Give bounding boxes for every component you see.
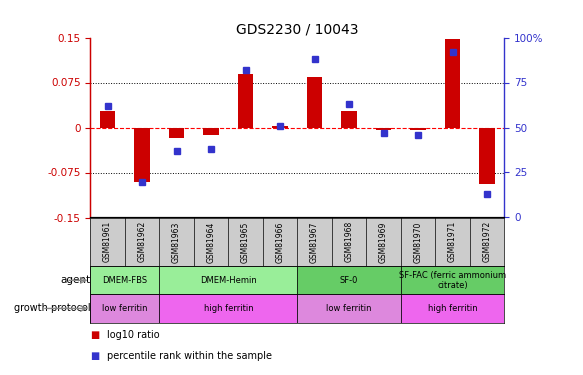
- Text: low ferritin: low ferritin: [102, 304, 147, 313]
- Text: GSM81967: GSM81967: [310, 221, 319, 262]
- Text: GSM81966: GSM81966: [276, 221, 285, 262]
- Bar: [238, 74, 254, 128]
- Bar: [401, 294, 504, 322]
- Bar: [169, 128, 184, 138]
- Text: GSM81969: GSM81969: [379, 221, 388, 262]
- Text: GSM81964: GSM81964: [206, 221, 216, 262]
- Bar: [297, 294, 401, 322]
- Bar: [479, 128, 495, 184]
- Text: DMEM-FBS: DMEM-FBS: [102, 276, 147, 285]
- Bar: [307, 76, 322, 128]
- Bar: [134, 128, 150, 182]
- Text: growth protocol: growth protocol: [14, 303, 90, 313]
- Bar: [159, 294, 297, 322]
- Bar: [272, 126, 288, 128]
- Text: SF-0: SF-0: [340, 276, 359, 285]
- Title: GDS2230 / 10043: GDS2230 / 10043: [236, 22, 359, 36]
- Text: DMEM-Hemin: DMEM-Hemin: [200, 276, 257, 285]
- Bar: [90, 266, 159, 294]
- Bar: [341, 111, 357, 128]
- Text: log10 ratio: log10 ratio: [107, 330, 159, 340]
- Bar: [297, 266, 401, 294]
- Bar: [100, 111, 115, 128]
- Text: GSM81972: GSM81972: [483, 221, 491, 262]
- Text: ■: ■: [90, 351, 100, 361]
- Text: high ferritin: high ferritin: [203, 304, 253, 313]
- Bar: [410, 128, 426, 130]
- Bar: [445, 39, 461, 128]
- Bar: [159, 266, 297, 294]
- Text: GSM81965: GSM81965: [241, 221, 250, 262]
- Bar: [376, 128, 391, 130]
- Text: GSM81961: GSM81961: [103, 221, 112, 262]
- Text: low ferritin: low ferritin: [326, 304, 372, 313]
- Bar: [203, 128, 219, 135]
- Text: agent: agent: [60, 275, 90, 285]
- Text: GSM81971: GSM81971: [448, 221, 457, 262]
- Text: GSM81968: GSM81968: [345, 221, 353, 262]
- Text: high ferritin: high ferritin: [428, 304, 477, 313]
- Text: ■: ■: [90, 330, 100, 340]
- Text: GSM81963: GSM81963: [172, 221, 181, 262]
- Text: SF-FAC (ferric ammonium
citrate): SF-FAC (ferric ammonium citrate): [399, 271, 506, 290]
- Bar: [401, 266, 504, 294]
- Text: GSM81962: GSM81962: [138, 221, 146, 262]
- Bar: [90, 294, 159, 322]
- Text: percentile rank within the sample: percentile rank within the sample: [107, 351, 272, 361]
- Text: GSM81970: GSM81970: [413, 221, 423, 262]
